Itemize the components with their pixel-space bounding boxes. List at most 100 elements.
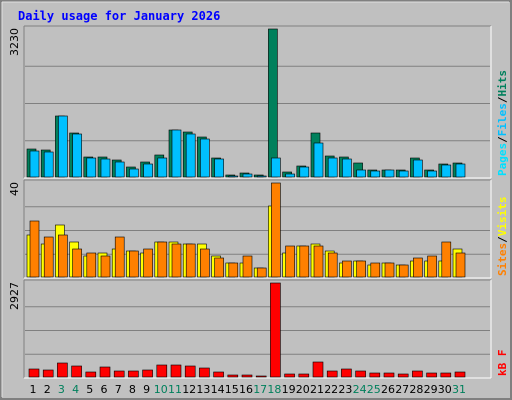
bar-sites-day-9: [143, 248, 153, 278]
legend-separator: /: [496, 136, 509, 143]
bar-kb-f-day-9: [142, 369, 153, 378]
bar-kb-f-day-23: [341, 368, 352, 378]
bar-sites-day-6: [100, 255, 111, 278]
bar-sites-day-1: [29, 220, 40, 278]
bar-files-day-21: [313, 142, 324, 178]
x-tick-label-day-18: 18: [267, 383, 281, 396]
bar-files-day-30: [441, 164, 452, 178]
bar-kb-f-day-19: [284, 373, 295, 378]
bar-files-day-15: [228, 175, 239, 178]
bar-sites-day-4: [72, 248, 82, 278]
bar-sites-day-7: [114, 236, 125, 278]
bar-kb-f-day-27: [397, 373, 409, 378]
x-tick-label-day-10: 10: [154, 383, 168, 396]
bar-kb-f-day-24: [355, 370, 366, 378]
x-tick-label-day-9: 9: [143, 383, 150, 396]
legend-text: kB F: [496, 350, 509, 377]
x-tick-label-day-15: 15: [225, 383, 239, 396]
bar-files-day-23: [342, 158, 352, 178]
bar-sites-day-20: [299, 245, 310, 278]
bar-sites-day-2: [43, 236, 54, 278]
bar-kb-f-day-14: [213, 371, 224, 378]
x-tick-label-day-28: 28: [409, 383, 423, 396]
x-tick-label-day-24: 24: [353, 383, 367, 396]
legend-separator: /: [496, 236, 509, 243]
legend-item-sites: Sites: [496, 243, 509, 276]
x-tick-label-day-2: 2: [44, 383, 51, 396]
x-tick-label-day-21: 21: [310, 383, 324, 396]
bar-files-day-27: [398, 170, 409, 178]
bar-files-day-1: [29, 150, 40, 178]
x-tick-label-day-14: 14: [211, 383, 225, 396]
bar-files-day-4: [72, 133, 82, 178]
bar-kb-f-day-12: [184, 365, 196, 378]
legend-item-kb-f: kB F: [496, 350, 509, 377]
x-tick-label-day-5: 5: [86, 383, 93, 396]
bar-files-day-11: [171, 129, 182, 178]
bar-kb-f-day-31: [454, 371, 466, 378]
bar-kb-f-day-28: [412, 370, 423, 378]
bar-kb-f-day-15: [227, 374, 239, 378]
bar-sites-day-5: [86, 252, 97, 278]
bar-kb-f-day-26: [383, 372, 395, 378]
bar-files-day-28: [413, 159, 423, 178]
bar-kb-f-day-17: [255, 375, 267, 378]
x-tick-label-day-31: 31: [452, 383, 466, 396]
chart-title: Daily usage for January 2026: [18, 9, 220, 23]
bar-kb-f-day-2: [42, 369, 54, 378]
bar-files-day-20: [299, 166, 310, 178]
bar-hits-day-18: [268, 28, 278, 178]
y-max-label: 40: [8, 182, 21, 196]
x-tick-label-day-19: 19: [282, 383, 296, 396]
x-tick-label-day-20: 20: [296, 383, 310, 396]
legend-separator: /: [496, 96, 509, 103]
legend-item-visits: Visits: [496, 197, 509, 237]
bar-sites-day-8: [129, 250, 139, 278]
bar-kb-f-day-29: [426, 372, 437, 378]
legend-panel-3: kB F: [496, 350, 509, 377]
panel-2: 40 Sites/Visits: [8, 179, 509, 279]
bar-kb-f-day-11: [170, 364, 182, 378]
bar-kb-f-day-13: [199, 367, 210, 378]
y-max-label: 3230: [8, 28, 21, 56]
x-tick-label-day-3: 3: [58, 383, 65, 396]
bar-kb-f-day-10: [156, 364, 168, 378]
x-tick-label-day-25: 25: [367, 383, 381, 396]
bar-files-day-6: [100, 158, 111, 178]
x-tick-label-day-16: 16: [239, 383, 253, 396]
bar-sites-day-18: [271, 182, 281, 278]
x-axis-labels: 1 2 3 4 5 6 7 8 9 10 11 12 13 14 15 16 17 18 19 20 21 22 23 24 2…: [30, 383, 467, 396]
bar-files-day-19: [285, 173, 295, 178]
bar-files-day-10: [157, 157, 168, 178]
bar-files-day-2: [43, 151, 54, 178]
bar-files-day-18: [271, 157, 281, 178]
x-tick-label-day-30: 30: [438, 383, 452, 396]
bar-files-day-13: [200, 138, 210, 178]
legend-panel-2: Sites/Visits: [496, 197, 509, 277]
bar-sites-day-25: [370, 262, 381, 278]
bar-sites-day-23: [342, 260, 352, 278]
legend-text: Sites/Visits: [496, 197, 509, 277]
bar-files-day-25: [370, 170, 381, 178]
bar-files-day-12: [185, 133, 196, 178]
x-tick-label-day-26: 26: [381, 383, 395, 396]
panel-background: [24, 280, 491, 378]
legend-item-files: Files: [496, 103, 509, 136]
x-tick-label-day-17: 17: [253, 383, 267, 396]
bar-kb-f-day-5: [85, 371, 97, 378]
x-tick-label-day-29: 29: [424, 383, 438, 396]
bar-sites-day-26: [384, 262, 395, 278]
x-tick-label-day-1: 1: [30, 383, 37, 396]
x-tick-label-day-22: 22: [324, 383, 338, 396]
bar-sites-day-24: [356, 260, 366, 278]
x-tick-label-day-7: 7: [115, 383, 122, 396]
bar-files-day-5: [86, 157, 97, 178]
bar-sites-day-27: [398, 264, 409, 278]
chart-panels: 3230Pages/Files/Hits40Sites/Visits2927kB…: [8, 25, 509, 379]
bar-sites-day-13: [200, 248, 210, 278]
bar-sites-day-3: [58, 234, 68, 278]
bar-files-day-8: [129, 168, 139, 178]
x-tick-label-day-4: 4: [72, 383, 79, 396]
bar-kb-f-day-20: [298, 373, 310, 378]
